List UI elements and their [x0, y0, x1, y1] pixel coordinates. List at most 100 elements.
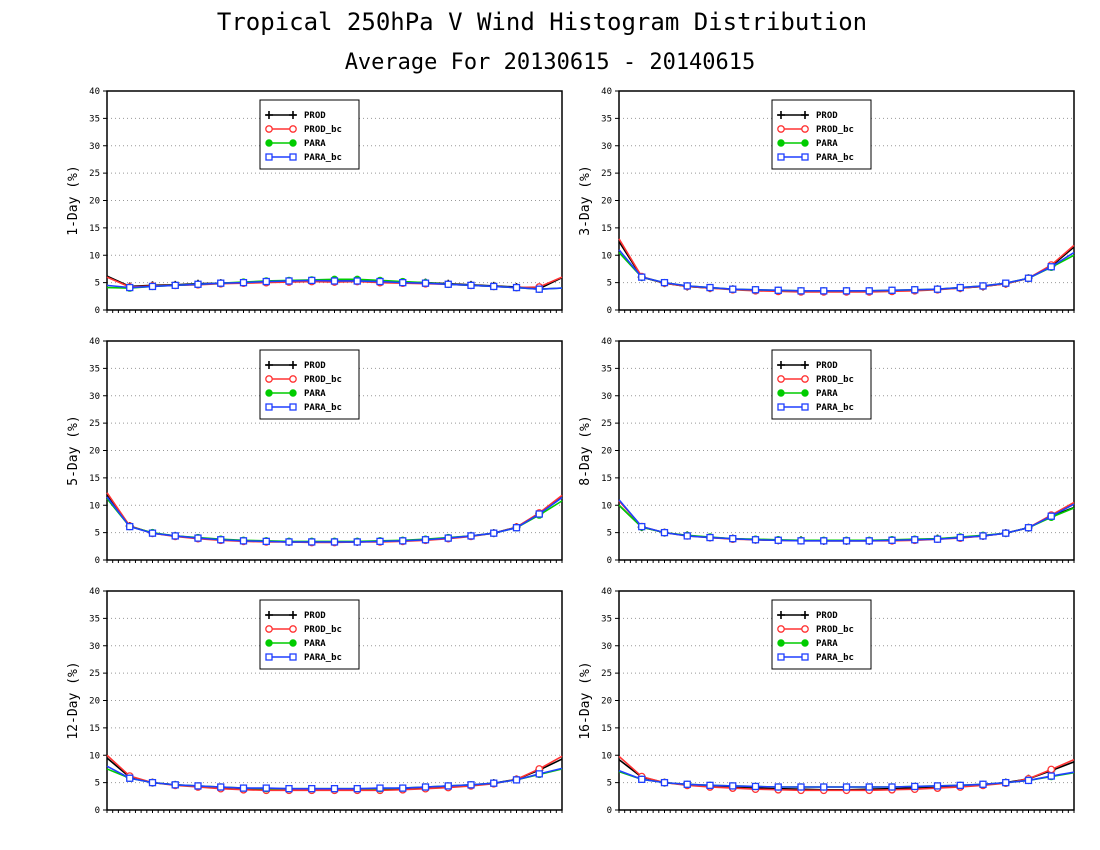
- data-point: [421, 279, 430, 287]
- legend-marker: [289, 153, 297, 161]
- data-point: [660, 278, 669, 287]
- data-point: [239, 537, 248, 545]
- legend-marker: [289, 653, 297, 661]
- y-tick-label: 40: [601, 587, 612, 597]
- legend-marker: [289, 361, 297, 369]
- data-point: [820, 537, 828, 545]
- legend-marker: [801, 403, 809, 411]
- data-point: [751, 286, 760, 294]
- data-point: [933, 782, 942, 790]
- y-axis-label: 5-Day (%): [66, 415, 81, 485]
- data-point: [171, 532, 179, 540]
- y-tick-label: 0: [95, 806, 100, 816]
- legend-marker: [777, 611, 785, 619]
- data-point: [797, 287, 805, 295]
- data-point: [171, 781, 179, 789]
- data-point: [911, 536, 919, 544]
- legend-marker: [289, 389, 297, 397]
- legend-label: PROD: [816, 611, 838, 621]
- legend-marker: [801, 361, 809, 369]
- legend-marker: [265, 611, 273, 619]
- legend-marker: [289, 403, 297, 411]
- legend-marker: [801, 389, 809, 397]
- data-point: [1047, 512, 1055, 520]
- legend-label: PARA_bc: [816, 403, 854, 413]
- data-point: [1047, 765, 1056, 774]
- y-tick-label: 30: [601, 642, 612, 652]
- data-point: [308, 276, 316, 285]
- plot-frame: [618, 90, 1075, 311]
- y-tick-label: 40: [89, 87, 100, 97]
- data-point: [444, 280, 452, 288]
- y-tick-label: 25: [89, 669, 100, 679]
- y-tick-label: 0: [607, 806, 612, 816]
- data-point: [1002, 529, 1010, 537]
- legend-label: PROD: [816, 111, 838, 121]
- y-tick-label: 20: [601, 197, 612, 207]
- data-point: [888, 286, 896, 294]
- legend-marker: [289, 111, 297, 119]
- data-point: [399, 784, 407, 792]
- legend-marker: [289, 625, 297, 633]
- y-tick-label: 35: [89, 364, 100, 374]
- figure-subtitle: Average For 20130615 - 20140615: [345, 50, 756, 75]
- data-point: [194, 782, 202, 790]
- data-point: [751, 782, 760, 791]
- legend-label: PROD_bc: [816, 375, 854, 385]
- data-point: [1002, 279, 1010, 287]
- data-point: [820, 783, 828, 791]
- legend-marker: [265, 361, 273, 369]
- legend-marker: [801, 611, 809, 619]
- data-point: [535, 285, 543, 293]
- y-tick-label: 5: [607, 779, 612, 789]
- y-tick-label: 15: [89, 224, 100, 234]
- legend-marker: [777, 361, 785, 369]
- data-point: [1047, 772, 1055, 780]
- data-point: [467, 281, 475, 290]
- data-point: [729, 285, 737, 293]
- data-point: [148, 282, 157, 291]
- data-point: [490, 779, 498, 787]
- legend-label: PARA_bc: [816, 153, 854, 163]
- y-tick-label: 5: [607, 529, 612, 539]
- data-point: [285, 277, 293, 285]
- legend-label: PROD_bc: [304, 375, 342, 385]
- legend-marker: [777, 139, 785, 147]
- data-point: [933, 285, 942, 293]
- legend-label: PARA: [304, 639, 326, 649]
- data-point: [330, 784, 339, 793]
- y-tick-label: 15: [89, 724, 100, 734]
- legend-marker: [801, 625, 809, 633]
- data-point: [956, 533, 964, 542]
- legend-label: PROD_bc: [816, 625, 854, 635]
- data-point: [979, 780, 987, 788]
- data-point: [194, 280, 202, 288]
- legend-marker: [777, 389, 785, 397]
- y-tick-label: 20: [601, 697, 612, 707]
- data-point: [285, 538, 293, 546]
- data-point: [535, 770, 543, 778]
- data-point: [376, 277, 384, 286]
- legend-marker: [289, 611, 297, 619]
- legend-label: PROD_bc: [816, 125, 854, 135]
- y-tick-label: 30: [89, 392, 100, 402]
- data-point: [376, 784, 384, 792]
- plot-frame: [106, 340, 563, 561]
- y-tick-label: 20: [89, 197, 100, 207]
- data-point: [285, 784, 293, 793]
- y-tick-label: 10: [89, 501, 100, 511]
- data-point: [865, 537, 873, 545]
- y-tick-label: 15: [601, 474, 612, 484]
- y-tick-label: 20: [89, 447, 100, 457]
- chart-panel: 0 5 10 15 20 25 30 35 40 3-Day (%) PROD PROD_bc PARA…: [578, 87, 1075, 316]
- data-point: [308, 538, 316, 546]
- data-point: [820, 287, 828, 295]
- chart-panel: 0 5 10 15 20 25 30 35 40 12-Day (%) PROD PROD_bc PAR…: [66, 587, 563, 816]
- data-point: [262, 537, 270, 546]
- y-tick-label: 35: [601, 614, 612, 624]
- y-tick-label: 5: [95, 279, 100, 289]
- chart-panel: 0 5 10 15 20 25 30 35 40 5-Day (%) PROD PROD_bc PARA…: [66, 337, 563, 566]
- y-tick-label: 30: [601, 142, 612, 152]
- data-point: [797, 537, 805, 545]
